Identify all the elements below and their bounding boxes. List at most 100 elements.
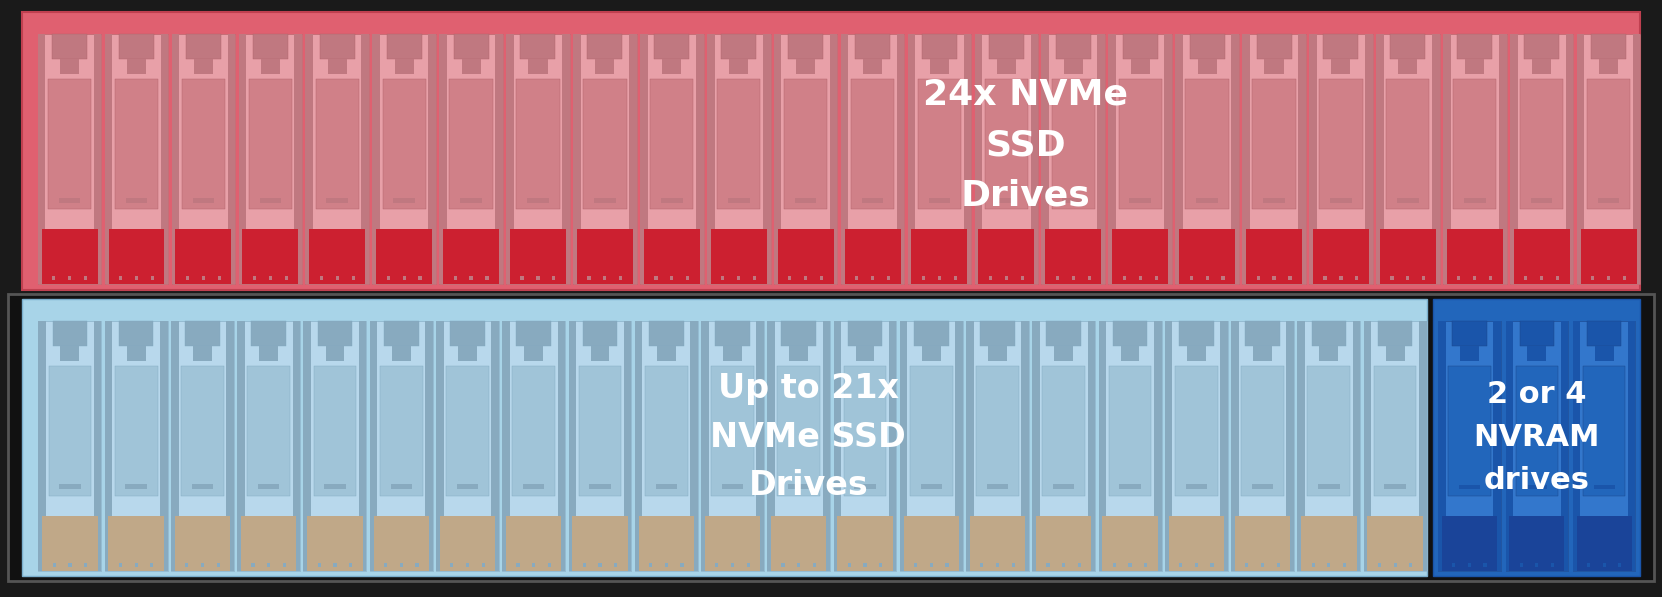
Bar: [1256, 276, 1260, 280]
Bar: [243, 229, 297, 284]
Bar: [1492, 321, 1501, 571]
Bar: [306, 34, 312, 284]
Bar: [1022, 321, 1029, 571]
Bar: [974, 34, 1039, 284]
Bar: [151, 276, 155, 280]
Bar: [326, 198, 347, 202]
Bar: [1042, 366, 1085, 496]
Bar: [1509, 34, 1517, 284]
Bar: [1175, 34, 1183, 284]
Bar: [1052, 79, 1095, 209]
Bar: [1165, 321, 1172, 571]
Bar: [48, 79, 91, 209]
Bar: [848, 563, 851, 567]
Bar: [1391, 276, 1393, 280]
Bar: [381, 366, 422, 496]
Bar: [439, 34, 447, 284]
Bar: [1190, 34, 1225, 59]
Bar: [854, 276, 858, 280]
Bar: [1519, 321, 1554, 346]
Bar: [922, 34, 957, 59]
Bar: [228, 34, 236, 284]
Bar: [1433, 298, 1640, 576]
Bar: [914, 563, 917, 567]
Bar: [1458, 34, 1492, 59]
Bar: [897, 34, 904, 284]
Bar: [1253, 346, 1271, 361]
Bar: [269, 276, 273, 280]
Bar: [1099, 321, 1107, 571]
Bar: [1577, 516, 1632, 571]
Bar: [336, 276, 339, 280]
Bar: [1102, 516, 1158, 571]
Bar: [635, 321, 698, 571]
Bar: [1030, 34, 1039, 284]
Bar: [1232, 321, 1238, 571]
Bar: [989, 346, 1007, 361]
Bar: [83, 276, 86, 280]
Bar: [457, 485, 479, 489]
Bar: [1109, 366, 1152, 496]
Bar: [1185, 79, 1228, 209]
Bar: [1489, 276, 1492, 280]
Bar: [1311, 321, 1346, 346]
Bar: [640, 34, 648, 284]
Bar: [1599, 59, 1619, 74]
Bar: [376, 229, 432, 284]
Bar: [1261, 563, 1265, 567]
Bar: [1313, 229, 1369, 284]
Bar: [42, 229, 98, 284]
Bar: [394, 198, 416, 202]
Bar: [387, 276, 391, 280]
Bar: [1378, 321, 1413, 346]
Bar: [108, 229, 165, 284]
Bar: [796, 59, 814, 74]
Bar: [907, 34, 916, 284]
Bar: [1464, 198, 1486, 202]
Bar: [1054, 485, 1075, 489]
Bar: [1506, 321, 1512, 571]
Bar: [655, 34, 690, 59]
Bar: [510, 229, 567, 284]
Bar: [590, 485, 610, 489]
Bar: [1328, 563, 1330, 567]
Bar: [1453, 321, 1486, 346]
Bar: [1087, 276, 1090, 280]
Bar: [1527, 346, 1546, 361]
Bar: [1310, 34, 1316, 284]
Bar: [1566, 34, 1574, 284]
Bar: [1265, 59, 1283, 74]
Bar: [1276, 563, 1280, 567]
Bar: [38, 321, 47, 571]
Bar: [1055, 276, 1059, 280]
Bar: [248, 366, 291, 496]
Bar: [416, 563, 419, 567]
Bar: [319, 34, 354, 59]
Bar: [239, 34, 246, 284]
Bar: [841, 34, 904, 284]
Bar: [184, 321, 219, 346]
Bar: [731, 563, 735, 567]
Bar: [1363, 321, 1426, 571]
Bar: [462, 59, 480, 74]
Bar: [1232, 321, 1295, 571]
Bar: [93, 321, 101, 571]
Bar: [524, 346, 543, 361]
Bar: [568, 321, 577, 571]
Bar: [160, 321, 168, 571]
Bar: [93, 34, 101, 284]
Bar: [444, 229, 499, 284]
Bar: [1138, 276, 1142, 280]
Bar: [1443, 34, 1506, 284]
Bar: [655, 276, 658, 280]
Bar: [1365, 34, 1373, 284]
Bar: [623, 321, 632, 571]
Bar: [1155, 276, 1158, 280]
Bar: [1526, 485, 1547, 489]
Bar: [929, 198, 951, 202]
Bar: [966, 321, 974, 571]
Bar: [578, 366, 622, 496]
Bar: [349, 563, 352, 567]
Bar: [798, 563, 801, 567]
Bar: [1245, 563, 1248, 567]
